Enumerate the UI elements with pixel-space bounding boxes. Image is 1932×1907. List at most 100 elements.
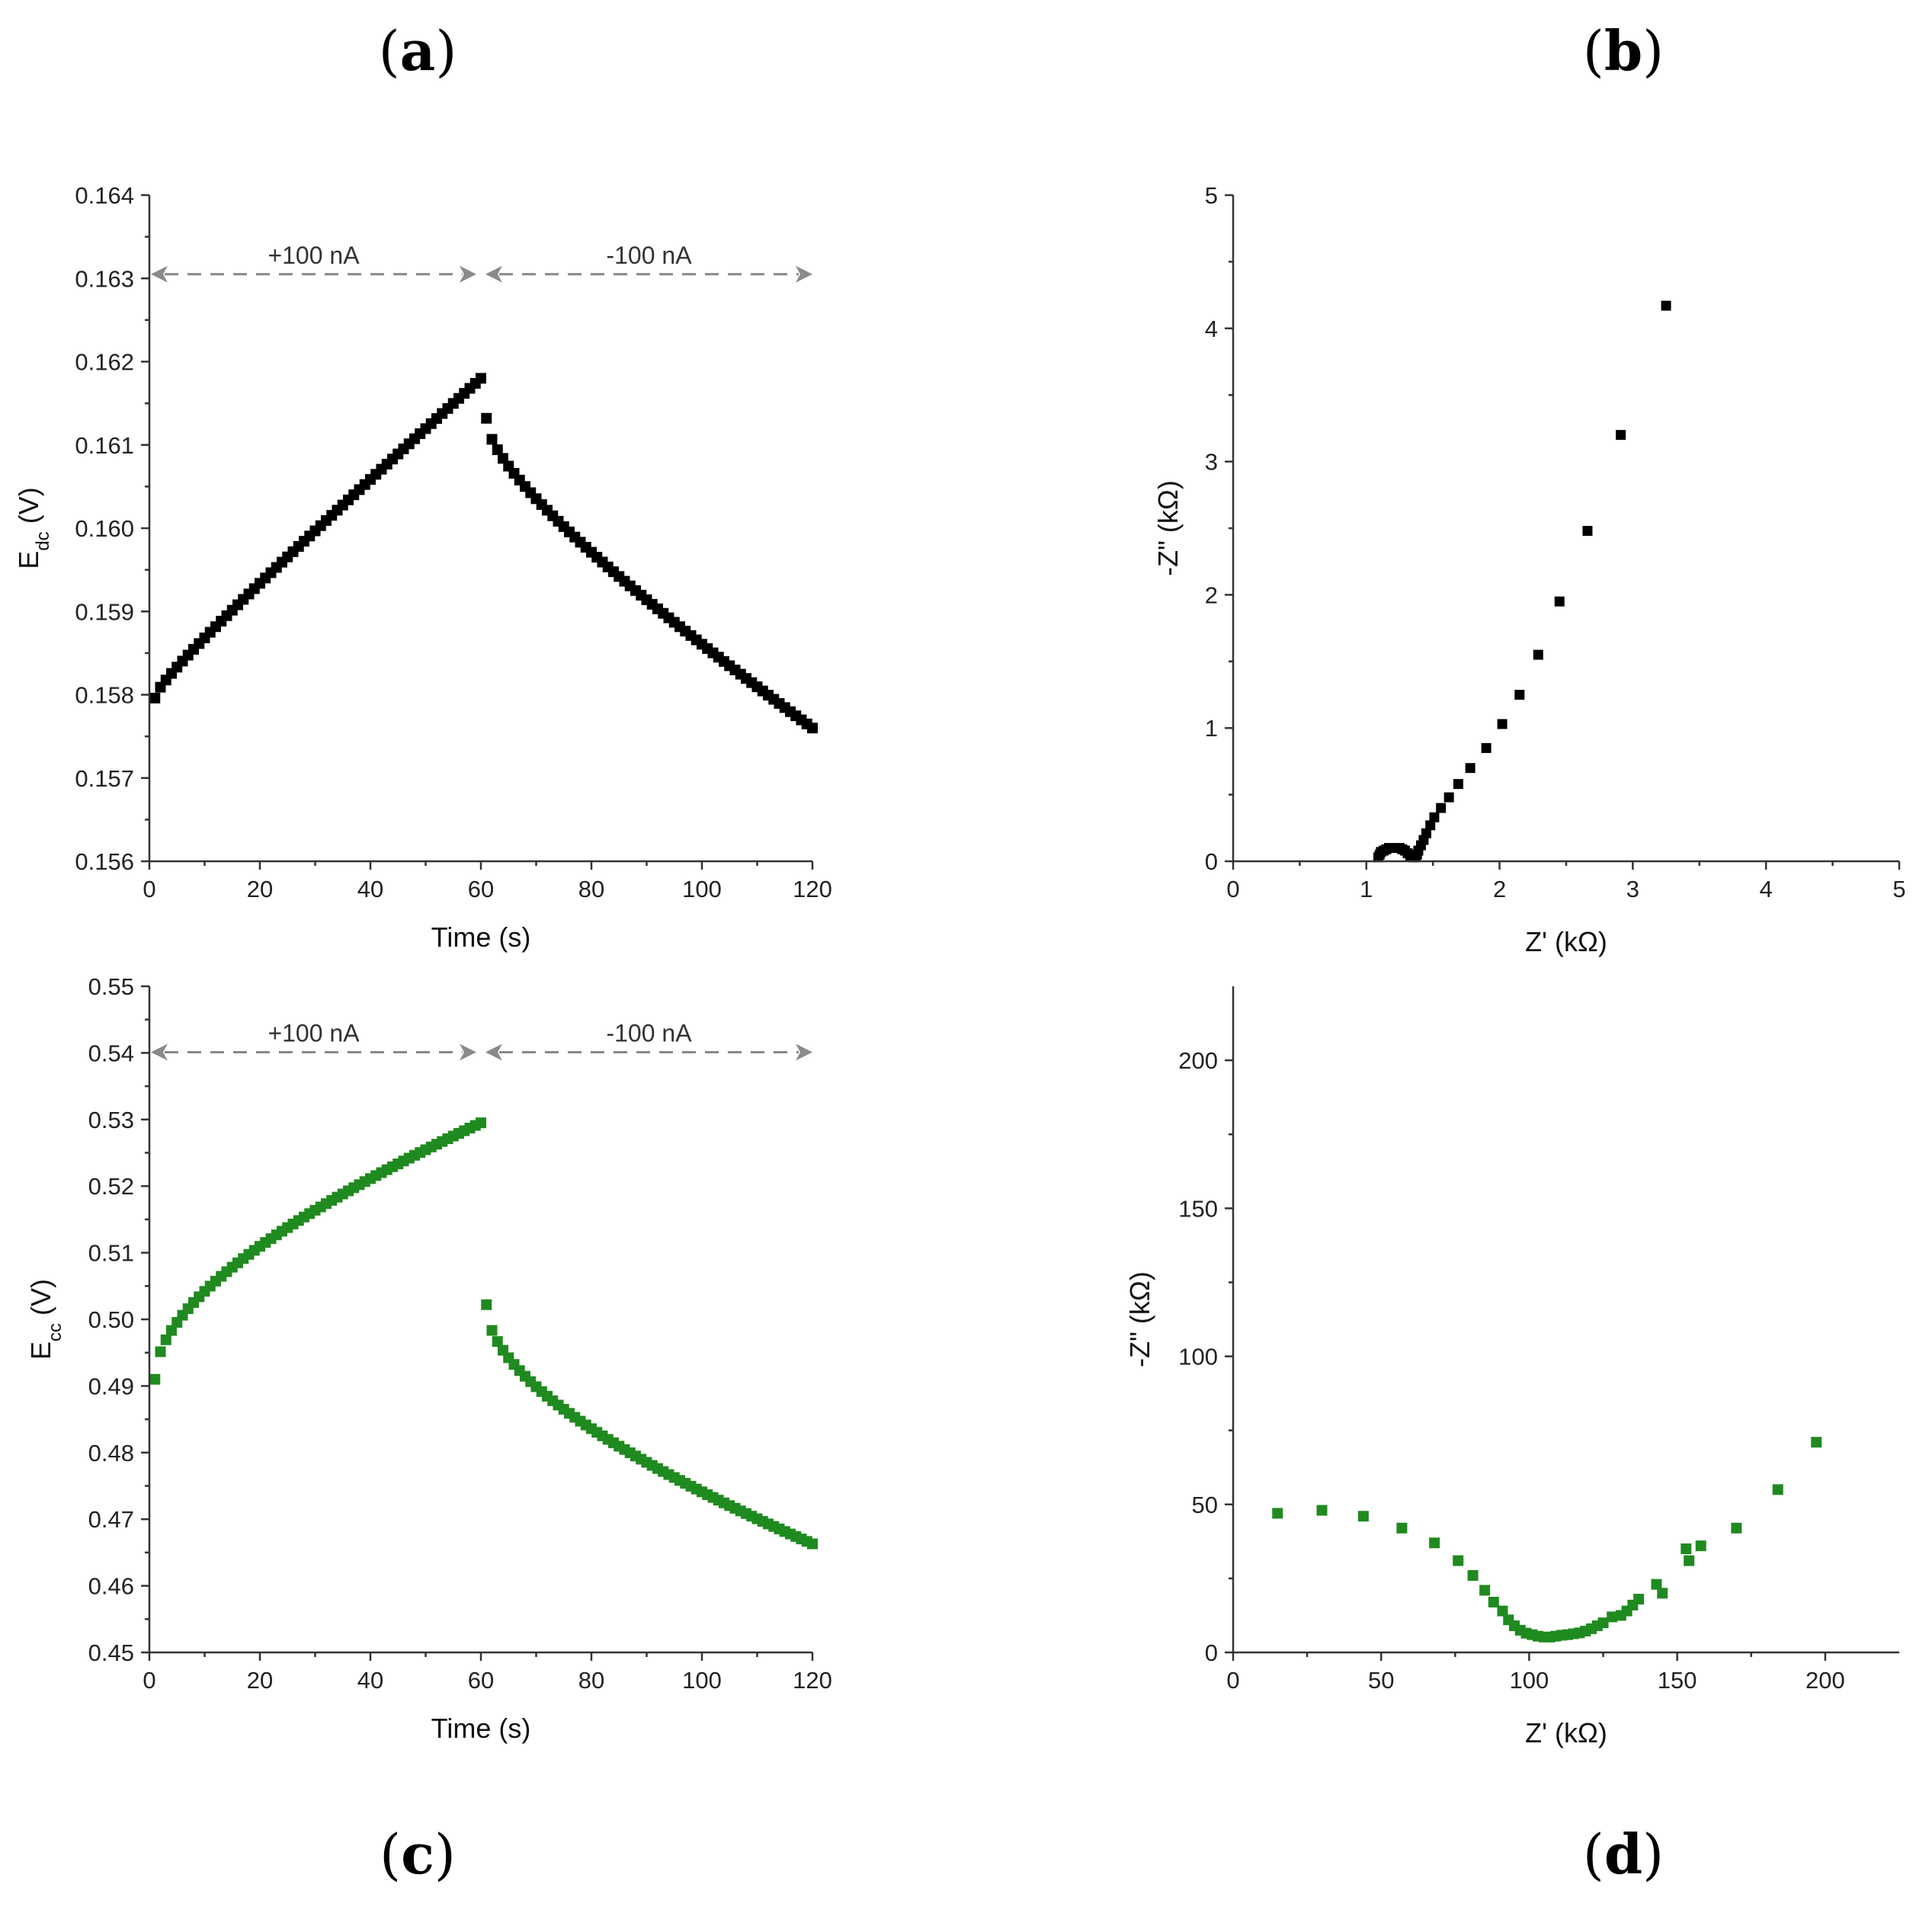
chart-c-label-negative-current: -100 nA	[606, 1020, 692, 1047]
chart-d-y-tick-label: 150	[1178, 1195, 1218, 1222]
chart-b-data-point	[1425, 820, 1436, 831]
chart-b-y-axis-title: -Z" (kΩ)	[1152, 480, 1184, 576]
chart-a-dc-potential: 0 20 40 60 80 100 120 0.156 0.157 0.158 0.159 0.160…	[13, 182, 832, 953]
chart-a-ticks: 0 20 40 60 80 100 120 0.156 0.157 0.158 0.159 0.160…	[75, 182, 831, 902]
chart-a-data-point	[149, 692, 161, 704]
chart-d-y-tick-label: 0	[1205, 1639, 1218, 1666]
chart-a-current-annotations: +100 nA -100 nA	[151, 242, 812, 283]
chart-a-axes	[148, 195, 812, 863]
chart-a-label-positive-current: +100 nA	[268, 242, 360, 269]
chart-a-arrowhead	[796, 265, 812, 283]
chart-b-x-tick-label: 2	[1493, 876, 1506, 902]
chart-a-x-tick-label: 100	[682, 876, 722, 902]
chart-c-arrowhead	[485, 1043, 502, 1061]
chart-b-data-point	[1554, 596, 1565, 607]
chart-b-data-point	[1661, 300, 1671, 311]
chart-b-x-tick-label: 1	[1360, 876, 1373, 902]
chart-a-y-tick-label: 0.159	[75, 598, 134, 625]
chart-c-y-tick-label: 0.48	[88, 1440, 134, 1466]
chart-a-arrowhead	[460, 265, 476, 283]
chart-c-data-point	[481, 1299, 492, 1310]
chart-b-x-tick-label: 5	[1892, 876, 1905, 902]
chart-b-data-point	[1616, 430, 1626, 441]
chart-d-data-point	[1488, 1596, 1499, 1607]
chart-a-data-point	[481, 412, 492, 424]
chart-a-x-axis-title: Time (s)	[431, 921, 531, 953]
chart-a-y-tick-label: 0.164	[75, 182, 134, 209]
chart-a-arrowhead	[485, 265, 502, 283]
panel-label-c: (c)	[380, 1822, 456, 1886]
chart-c-arrowhead	[460, 1043, 476, 1061]
chart-c-y-tick-label: 0.51	[88, 1240, 134, 1267]
chart-a-x-tick-label: 60	[468, 876, 494, 902]
chart-a-x-tick-label: 40	[357, 876, 383, 902]
chart-b-y-tick-label: 2	[1205, 582, 1218, 608]
chart-c-current-annotations: +100 nA -100 nA	[151, 1020, 812, 1061]
chart-d-data-point	[1695, 1540, 1706, 1552]
chart-b-x-tick-label: 4	[1760, 876, 1773, 902]
chart-a-y-tick-label: 0.156	[75, 848, 134, 875]
chart-a-x-tick-label: 20	[247, 876, 273, 902]
chart-c-arrowheads	[151, 1043, 812, 1061]
chart-c-data-point	[807, 1538, 818, 1550]
chart-c-cc-potential: 0 20 40 60 80 100 120 0.45 0.46 0.47 0.48 0.49 0.50 0…	[25, 973, 832, 1744]
panel-label-b: (b)	[1583, 18, 1664, 83]
chart-d-y-tick-label: 200	[1178, 1047, 1218, 1074]
chart-b-data-point	[1465, 763, 1475, 774]
chart-d-data-point	[1396, 1522, 1408, 1534]
chart-d-x-tick-label: 200	[1805, 1667, 1845, 1694]
chart-c-y-tick-label: 0.54	[88, 1040, 134, 1066]
chart-d-data-point	[1479, 1585, 1491, 1596]
chart-c-x-tick-label: 120	[793, 1667, 832, 1694]
chart-a-data-point	[486, 434, 498, 445]
chart-c-data-point	[492, 1336, 503, 1348]
chart-b-y-tick-label: 3	[1205, 449, 1218, 476]
chart-d-data-point	[1811, 1437, 1822, 1448]
chart-d-data-point	[1651, 1578, 1662, 1590]
chart-b-axes	[1232, 195, 1899, 863]
chart-d-x-axis-title: Z' (kΩ)	[1525, 1717, 1607, 1748]
chart-b-ticks: 0 1 2 3 4 5 0 1 2 3 4 5	[1205, 182, 1906, 902]
chart-c-x-tick-label: 60	[468, 1667, 494, 1694]
chart-a-points	[149, 373, 818, 734]
chart-c-label-positive-current: +100 nA	[268, 1020, 360, 1047]
chart-c-axes	[148, 986, 812, 1654]
chart-c-x-tick-label: 0	[143, 1667, 155, 1694]
chart-b-data-point	[1497, 719, 1507, 729]
chart-a-label-negative-current: -100 nA	[606, 242, 692, 269]
chart-c-data-point	[476, 1117, 486, 1129]
chart-c-x-tick-label: 100	[682, 1667, 722, 1694]
chart-c-y-tick-label: 0.49	[88, 1373, 134, 1399]
chart-a-arrowheads	[151, 265, 812, 283]
chart-d-ticks: 0 50 100 150 200 0 50 100 150 200	[1178, 1047, 1844, 1694]
chart-b-x-tick-label: 0	[1226, 876, 1239, 902]
chart-a-data-point	[807, 723, 818, 734]
chart-c-x-axis-title: Time (s)	[431, 1713, 531, 1744]
chart-a-y-tick-label: 0.161	[75, 432, 134, 459]
chart-d-y-axis-title: -Z" (kΩ)	[1124, 1271, 1155, 1367]
chart-d-data-point	[1772, 1484, 1783, 1495]
chart-c-points	[149, 1117, 818, 1550]
chart-c-y-tick-label: 0.53	[88, 1107, 134, 1133]
chart-b-data-point	[1533, 649, 1543, 660]
chart-a-arrowhead	[151, 265, 168, 283]
chart-d-axes	[1232, 986, 1899, 1654]
panel-label-d: (d)	[1583, 1822, 1664, 1886]
chart-c-y-tick-label: 0.52	[88, 1173, 134, 1200]
chart-d-data-point	[1633, 1594, 1645, 1605]
chart-d-data-point	[1607, 1611, 1618, 1623]
chart-a-x-tick-label: 0	[143, 876, 155, 902]
chart-b-data-point	[1443, 792, 1454, 803]
chart-d-points	[1272, 1437, 1822, 1643]
chart-b-x-tick-label: 3	[1626, 876, 1639, 902]
chart-b-data-point	[1582, 525, 1593, 536]
chart-c-arrowhead	[796, 1043, 812, 1061]
chart-d-data-point	[1497, 1605, 1508, 1617]
chart-c-x-tick-label: 80	[578, 1667, 604, 1694]
chart-d-data-point	[1357, 1511, 1369, 1522]
chart-c-data-point	[166, 1325, 177, 1336]
chart-c-data-point	[486, 1325, 498, 1336]
chart-d-data-point	[1429, 1537, 1440, 1549]
chart-a-y-tick-label: 0.160	[75, 515, 134, 542]
